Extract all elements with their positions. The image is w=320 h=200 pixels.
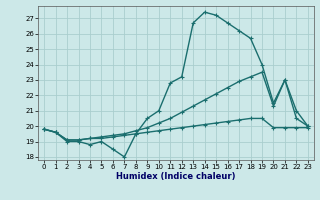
- X-axis label: Humidex (Indice chaleur): Humidex (Indice chaleur): [116, 172, 236, 181]
